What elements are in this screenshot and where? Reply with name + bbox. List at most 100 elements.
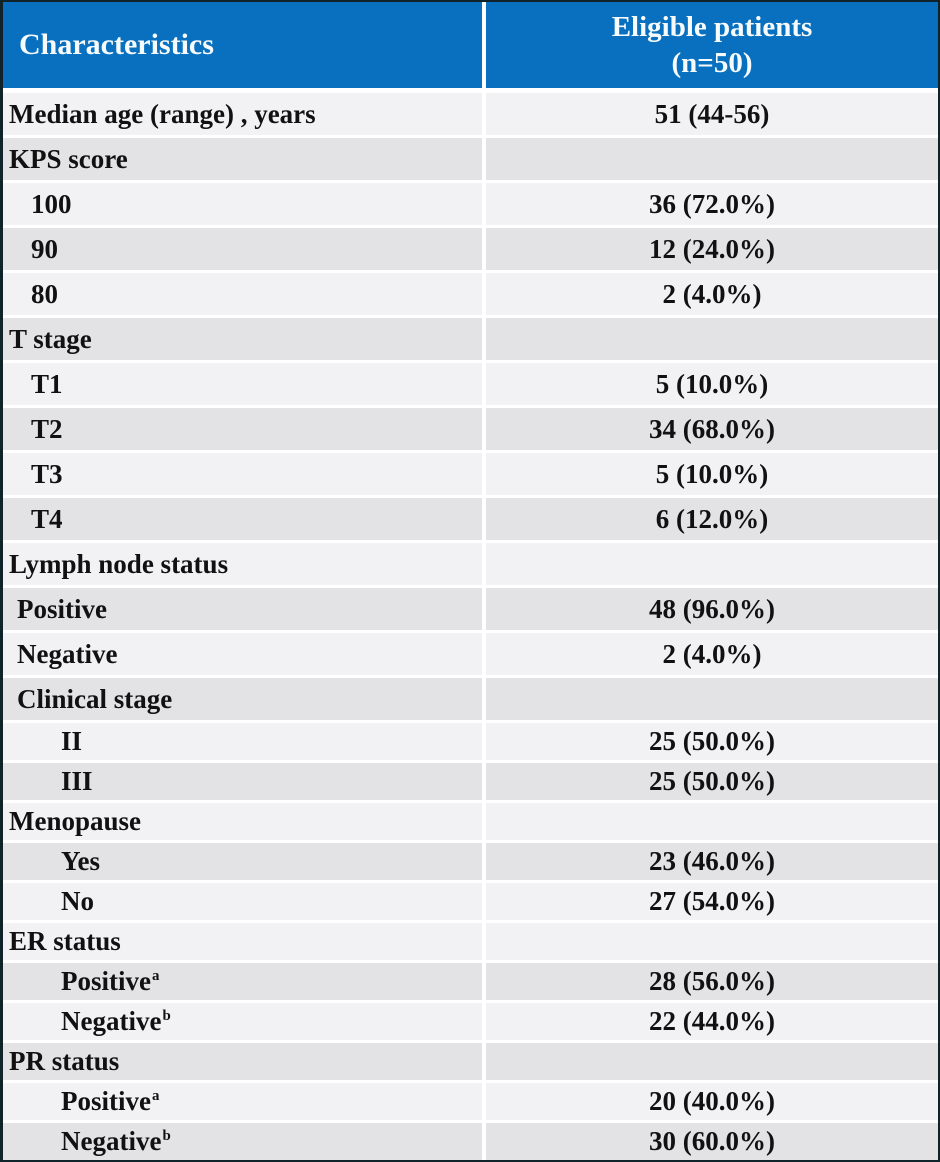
header-eligible-patients-line1: Eligible patients xyxy=(611,10,813,43)
row-value-cell: 23 (46.0%) xyxy=(486,843,938,880)
row-label: Positive xyxy=(17,593,107,624)
row-label-cell: Lymph node status xyxy=(3,543,486,585)
row-label-cell: Positive xyxy=(3,588,486,630)
header-cell-eligible-patients: Eligible patients (n=50) xyxy=(486,2,938,88)
row-value-cell: 25 (50.0%) xyxy=(486,763,938,800)
row-value: 34 (68.0%) xyxy=(649,413,775,444)
row-label: 90 xyxy=(31,233,58,264)
row-label: Lymph node status xyxy=(9,548,229,579)
row-value-cell xyxy=(486,318,938,360)
row-value: 2 (4.0%) xyxy=(662,278,762,309)
table-row: T4 6 (12.0%) xyxy=(3,498,938,540)
row-label-cell: Menopause xyxy=(3,803,486,840)
row-value: 22 (44.0%) xyxy=(649,1006,775,1036)
table-row: ER status xyxy=(3,923,938,960)
header-cell-characteristics: Characteristics xyxy=(3,2,486,88)
row-value: 28 (56.0%) xyxy=(649,966,775,996)
row-value-cell: 30 (60.0%) xyxy=(486,1123,938,1160)
row-label: KPS score xyxy=(9,143,128,174)
row-label-cell: Negative xyxy=(3,633,486,675)
row-label: T1 xyxy=(31,368,63,399)
row-label: II xyxy=(61,726,83,756)
row-value: 51 (44-56) xyxy=(654,98,770,129)
row-value-cell: 51 (44-56) xyxy=(486,93,938,135)
row-value-cell: 5 (10.0%) xyxy=(486,363,938,405)
row-label-cell: T4 xyxy=(3,498,486,540)
table-row: T2 34 (68.0%) xyxy=(3,408,938,450)
row-label-cell: T2 xyxy=(3,408,486,450)
row-label-cell: III xyxy=(3,763,486,800)
row-label-cell: Median age (range) , years xyxy=(3,93,486,135)
row-label: T stage xyxy=(9,323,92,354)
row-value-cell xyxy=(486,138,938,180)
row-label-cell: 80 xyxy=(3,273,486,315)
row-value-cell: 34 (68.0%) xyxy=(486,408,938,450)
table-row: Median age (range) , years 51 (44-56) xyxy=(3,93,938,135)
row-label: III xyxy=(61,766,93,796)
table-row: Menopause xyxy=(3,803,938,840)
row-label: T2 xyxy=(31,413,63,444)
row-value-cell: 5 (10.0%) xyxy=(486,453,938,495)
row-label-cell: 100 xyxy=(3,183,486,225)
row-label: No xyxy=(61,886,94,916)
row-value-cell: 22 (44.0%) xyxy=(486,1003,938,1040)
row-label: ER status xyxy=(9,926,121,956)
row-value: 30 (60.0%) xyxy=(649,1126,775,1156)
table-row: Clinical stage xyxy=(3,678,938,720)
row-value-cell: 27 (54.0%) xyxy=(486,883,938,920)
row-value-cell: 48 (96.0%) xyxy=(486,588,938,630)
table-row: 100 36 (72.0%) xyxy=(3,183,938,225)
table-body: Median age (range) , years 51 (44-56) KPS … xyxy=(3,93,938,1160)
row-label-superscript: b xyxy=(162,1128,171,1144)
row-label-superscript: a xyxy=(151,968,160,984)
row-label-superscript: a xyxy=(151,1088,160,1104)
row-label: Median age (range) , years xyxy=(9,98,316,129)
row-value-cell: 12 (24.0%) xyxy=(486,228,938,270)
table-row: Positivea 28 (56.0%) xyxy=(3,963,938,1000)
table-row: Positivea 20 (40.0%) xyxy=(3,1083,938,1120)
row-label: Clinical stage xyxy=(17,683,173,714)
row-value: 23 (46.0%) xyxy=(649,846,775,876)
row-value: 6 (12.0%) xyxy=(655,503,769,534)
table-row: II 25 (50.0%) xyxy=(3,723,938,760)
row-label: Menopause xyxy=(9,806,142,836)
row-label-cell: PR status xyxy=(3,1043,486,1080)
row-value: 12 (24.0%) xyxy=(649,233,775,264)
table-header-row: Characteristics Eligible patients (n=50) xyxy=(3,2,938,88)
table-row: Negative 2 (4.0%) xyxy=(3,633,938,675)
row-label-cell: Positivea xyxy=(3,1083,486,1120)
row-label: Negative xyxy=(17,638,118,669)
row-value: 25 (50.0%) xyxy=(649,766,775,796)
row-label-cell: No xyxy=(3,883,486,920)
row-label-cell: ER status xyxy=(3,923,486,960)
row-label: Positivea xyxy=(61,1086,160,1116)
table-row: 80 2 (4.0%) xyxy=(3,273,938,315)
row-value: 27 (54.0%) xyxy=(649,886,775,916)
row-label-cell: KPS score xyxy=(3,138,486,180)
row-label-cell: Positivea xyxy=(3,963,486,1000)
header-characteristics-label: Characteristics xyxy=(19,28,214,61)
row-value-cell: 36 (72.0%) xyxy=(486,183,938,225)
row-label: T3 xyxy=(31,458,63,489)
row-value: 5 (10.0%) xyxy=(655,458,769,489)
row-label-cell: Clinical stage xyxy=(3,678,486,720)
row-value-cell: 6 (12.0%) xyxy=(486,498,938,540)
row-label: 100 xyxy=(31,188,72,219)
row-label: Yes xyxy=(61,846,100,876)
row-value-cell xyxy=(486,923,938,960)
table-row: Lymph node status xyxy=(3,543,938,585)
row-label: PR status xyxy=(9,1046,120,1076)
row-value: 36 (72.0%) xyxy=(649,188,775,219)
row-label-cell: Yes xyxy=(3,843,486,880)
row-label-superscript: b xyxy=(162,1008,171,1024)
row-label-cell: T3 xyxy=(3,453,486,495)
row-value-cell xyxy=(486,803,938,840)
row-value: 2 (4.0%) xyxy=(662,638,762,669)
table-row: PR status xyxy=(3,1043,938,1080)
row-label: Negativeb xyxy=(61,1126,171,1156)
table-row: III 25 (50.0%) xyxy=(3,763,938,800)
table-row: T3 5 (10.0%) xyxy=(3,453,938,495)
row-value-cell: 2 (4.0%) xyxy=(486,273,938,315)
header-eligible-patients-line2: (n=50) xyxy=(671,47,753,79)
